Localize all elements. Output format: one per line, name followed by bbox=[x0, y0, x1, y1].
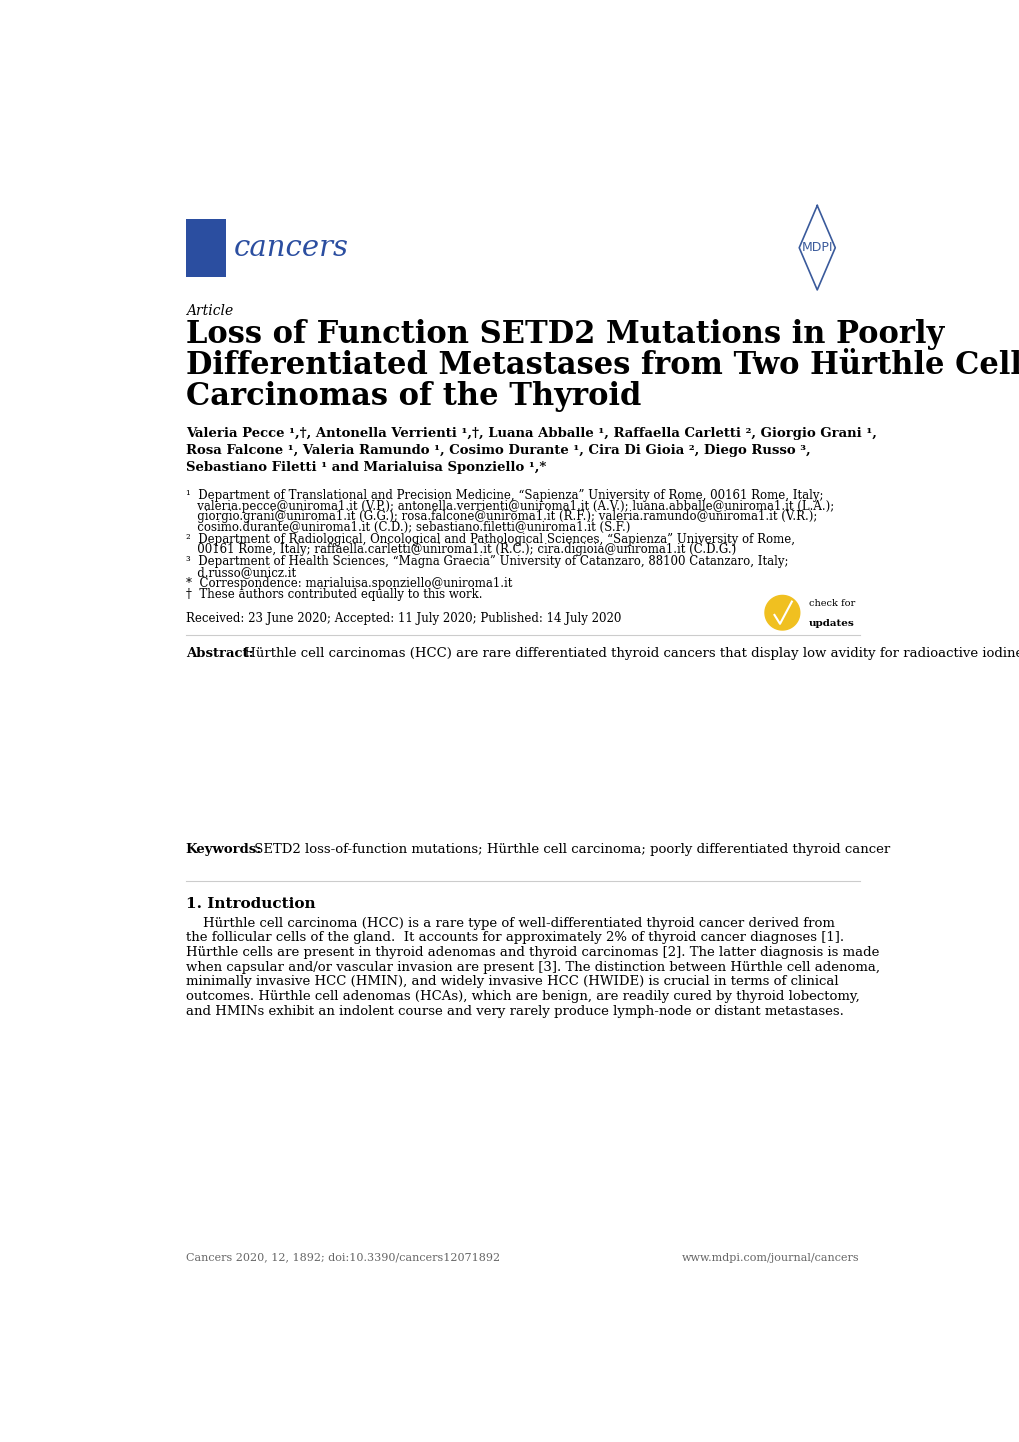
Text: *  Correspondence: marialuisa.sponziello@uniroma1.it: * Correspondence: marialuisa.sponziello@… bbox=[185, 577, 512, 590]
Text: Differentiated Metastases from Two Hürthle Cell: Differentiated Metastases from Two Hürth… bbox=[185, 350, 1019, 381]
Text: outcomes. Hürthle cell adenomas (HCAs), which are benign, are readily cured by t: outcomes. Hürthle cell adenomas (HCAs), … bbox=[185, 991, 859, 1004]
Text: Abstract:: Abstract: bbox=[185, 646, 253, 659]
Text: Rosa Falcone ¹, Valeria Ramundo ¹, Cosimo Durante ¹, Cira Di Gioia ², Diego Russ: Rosa Falcone ¹, Valeria Ramundo ¹, Cosim… bbox=[185, 444, 809, 457]
Text: Received: 23 June 2020; Accepted: 11 July 2020; Published: 14 July 2020: Received: 23 June 2020; Accepted: 11 Jul… bbox=[185, 611, 621, 624]
Text: minimally invasive HCC (HMIN), and widely invasive HCC (HWIDE) is crucial in ter: minimally invasive HCC (HMIN), and widel… bbox=[185, 975, 838, 988]
Bar bbox=[185, 219, 225, 277]
Text: giorgio.grani@uniroma1.it (G.G.); rosa.falcone@uniroma1.it (R.F.); valeria.ramun: giorgio.grani@uniroma1.it (G.G.); rosa.f… bbox=[185, 510, 816, 523]
Polygon shape bbox=[764, 596, 799, 630]
Text: ¹  Department of Translational and Precision Medicine, “Sapienza” University of : ¹ Department of Translational and Precis… bbox=[185, 489, 822, 502]
Text: when capsular and/or vascular invasion are present [3]. The distinction between : when capsular and/or vascular invasion a… bbox=[185, 960, 878, 973]
Text: Sebastiano Filetti ¹ and Marialuisa Sponziello ¹,*: Sebastiano Filetti ¹ and Marialuisa Spon… bbox=[185, 461, 545, 474]
Text: updates: updates bbox=[808, 620, 854, 629]
Text: MDPI: MDPI bbox=[801, 241, 833, 254]
Text: Keywords:: Keywords: bbox=[185, 844, 262, 857]
Text: SETD2 loss-of-function mutations; Hürthle cell carcinoma; poorly differentiated : SETD2 loss-of-function mutations; Hürthl… bbox=[251, 844, 890, 857]
Text: www.mdpi.com/journal/cancers: www.mdpi.com/journal/cancers bbox=[682, 1253, 859, 1263]
Text: Valeria Pecce ¹,†, Antonella Verrienti ¹,†, Luana Abballe ¹, Raffaella Carletti : Valeria Pecce ¹,†, Antonella Verrienti ¹… bbox=[185, 427, 875, 440]
Text: Hürthle cell carcinoma (HCC) is a rare type of well-differentiated thyroid cance: Hürthle cell carcinoma (HCC) is a rare t… bbox=[185, 917, 834, 930]
Text: ³  Department of Health Sciences, “Magna Graecia” University of Catanzaro, 88100: ³ Department of Health Sciences, “Magna … bbox=[185, 555, 788, 568]
Text: Cancers 2020, 12, 1892; doi:10.3390/cancers12071892: Cancers 2020, 12, 1892; doi:10.3390/canc… bbox=[185, 1253, 499, 1263]
Text: Carcinomas of the Thyroid: Carcinomas of the Thyroid bbox=[185, 381, 640, 412]
Text: cosimo.durante@uniroma1.it (C.D.); sebastiano.filetti@uniroma1.it (S.F.): cosimo.durante@uniroma1.it (C.D.); sebas… bbox=[185, 521, 630, 534]
Text: the follicular cells of the gland.  It accounts for approximately 2% of thyroid : the follicular cells of the gland. It ac… bbox=[185, 932, 843, 945]
Text: 00161 Rome, Italy; raffaella.carletti@uniroma1.it (R.C.); cira.digioia@uniroma1.: 00161 Rome, Italy; raffaella.carletti@un… bbox=[185, 544, 735, 557]
Text: Hürthle cell carcinomas (HCC) are rare differentiated thyroid cancers that displ: Hürthle cell carcinomas (HCC) are rare d… bbox=[239, 646, 1019, 659]
Text: 1. Introduction: 1. Introduction bbox=[185, 897, 315, 911]
Text: d.russo@unicz.it: d.russo@unicz.it bbox=[185, 565, 296, 578]
Text: ²  Department of Radiological, Oncological and Pathological Sciences, “Sapienza”: ² Department of Radiological, Oncologica… bbox=[185, 532, 794, 545]
Text: †  These authors contributed equally to this work.: † These authors contributed equally to t… bbox=[185, 588, 482, 601]
Text: Hürthle cells are present in thyroid adenomas and thyroid carcinomas [2]. The la: Hürthle cells are present in thyroid ade… bbox=[185, 946, 878, 959]
Text: and HMINs exhibit an indolent course and very rarely produce lymph-node or dista: and HMINs exhibit an indolent course and… bbox=[185, 1005, 843, 1018]
Text: cancers: cancers bbox=[233, 234, 348, 262]
Text: Loss of Function SETD2 Mutations in Poorly: Loss of Function SETD2 Mutations in Poor… bbox=[185, 319, 943, 350]
Text: valeria.pecce@uniroma1.it (V.P.); antonella.verrienti@uniroma1.it (A.V.); luana.: valeria.pecce@uniroma1.it (V.P.); antone… bbox=[185, 499, 834, 512]
Text: check for: check for bbox=[808, 600, 855, 609]
Text: Article: Article bbox=[185, 304, 232, 317]
